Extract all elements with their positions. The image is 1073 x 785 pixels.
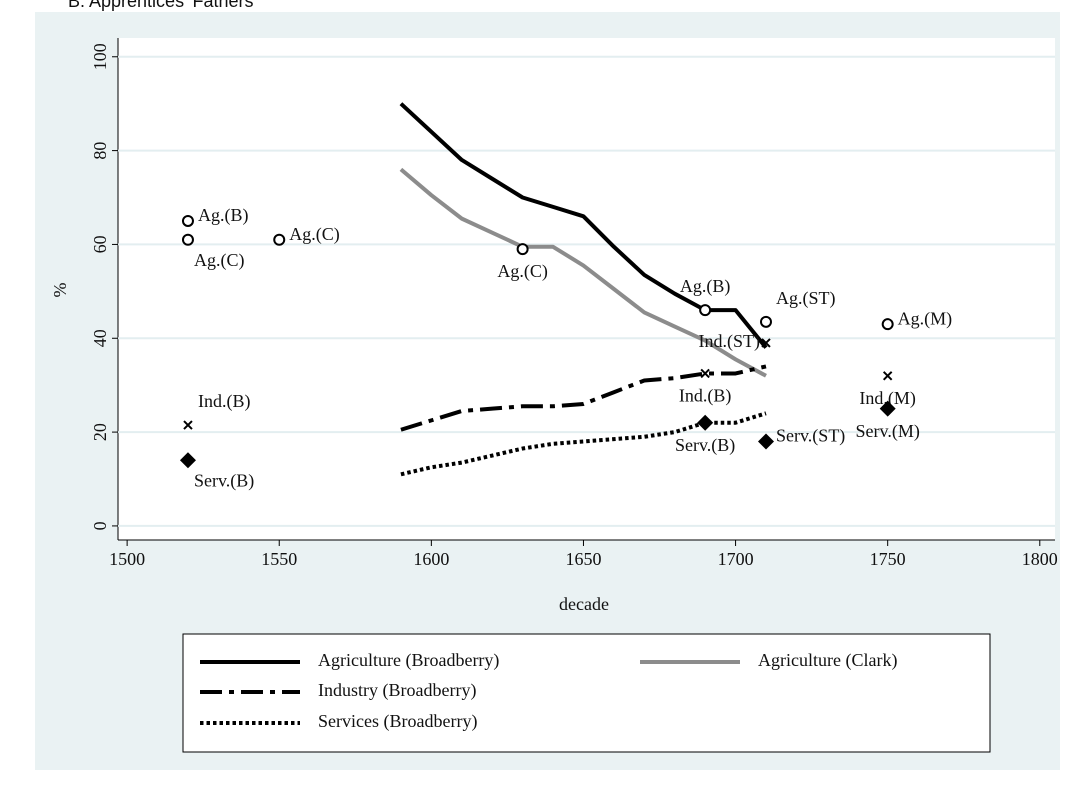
x-tick-label: 1700	[718, 549, 754, 569]
series-line	[400, 364, 767, 432]
legend-label: Services (Broadberry)	[318, 711, 477, 732]
series-line	[399, 167, 767, 378]
chart-title: B. Apprentices' Fathers	[68, 0, 254, 11]
point	[273, 233, 286, 246]
x-tick-label: 1800	[1022, 549, 1058, 569]
point	[181, 214, 194, 227]
point-label: Ag.(ST)	[776, 288, 836, 309]
y-tick-label: 40	[90, 329, 110, 347]
point-label: Ind.(B)	[679, 386, 732, 407]
x-tick-label: 1500	[109, 549, 145, 569]
legend	[182, 633, 991, 753]
point	[757, 433, 774, 450]
y-tick-label: 80	[90, 142, 110, 160]
point	[179, 452, 196, 469]
x-axis-label: decade	[559, 594, 609, 614]
y-tick-label: 60	[90, 235, 110, 253]
point-label: Ag.(C)	[497, 261, 548, 282]
point	[700, 368, 710, 379]
point-label: Ag.(B)	[198, 205, 249, 226]
point	[881, 318, 894, 331]
y-tick-label: 100	[90, 43, 110, 70]
x-tick-label: 1750	[870, 549, 906, 569]
point	[697, 414, 714, 431]
legend-label: Agriculture (Clark)	[758, 650, 897, 671]
point	[699, 304, 712, 317]
x-tick-label: 1550	[261, 549, 297, 569]
y-axis-label: %	[50, 283, 70, 298]
point-label: Ind.(B)	[198, 391, 251, 412]
point-label: Serv.(B)	[675, 435, 735, 456]
point	[516, 243, 529, 256]
point-label: Serv.(ST)	[776, 426, 845, 447]
point-label: Ind.(ST)	[698, 331, 760, 352]
plot-area	[118, 38, 1055, 540]
point-label: Ag.(B)	[680, 276, 731, 297]
point	[181, 233, 194, 246]
legend-label: Industry (Broadberry)	[318, 680, 476, 701]
y-tick-label: 20	[90, 423, 110, 441]
point-label: Serv.(B)	[194, 470, 254, 491]
x-tick-label: 1600	[413, 549, 449, 569]
x-tick-label: 1650	[565, 549, 601, 569]
point	[183, 420, 193, 430]
y-tick-label: 0	[90, 521, 110, 530]
point	[882, 371, 893, 381]
point-label: Ag.(C)	[289, 224, 340, 245]
point	[761, 338, 771, 348]
point-label: Serv.(M)	[856, 421, 920, 442]
point	[879, 400, 896, 417]
point	[759, 315, 772, 328]
point-label: Ag.(C)	[194, 250, 245, 271]
legend-label: Agriculture (Broadberry)	[318, 650, 499, 671]
point-label: Ag.(M)	[898, 308, 953, 329]
point-label: Ind.(M)	[859, 388, 916, 409]
